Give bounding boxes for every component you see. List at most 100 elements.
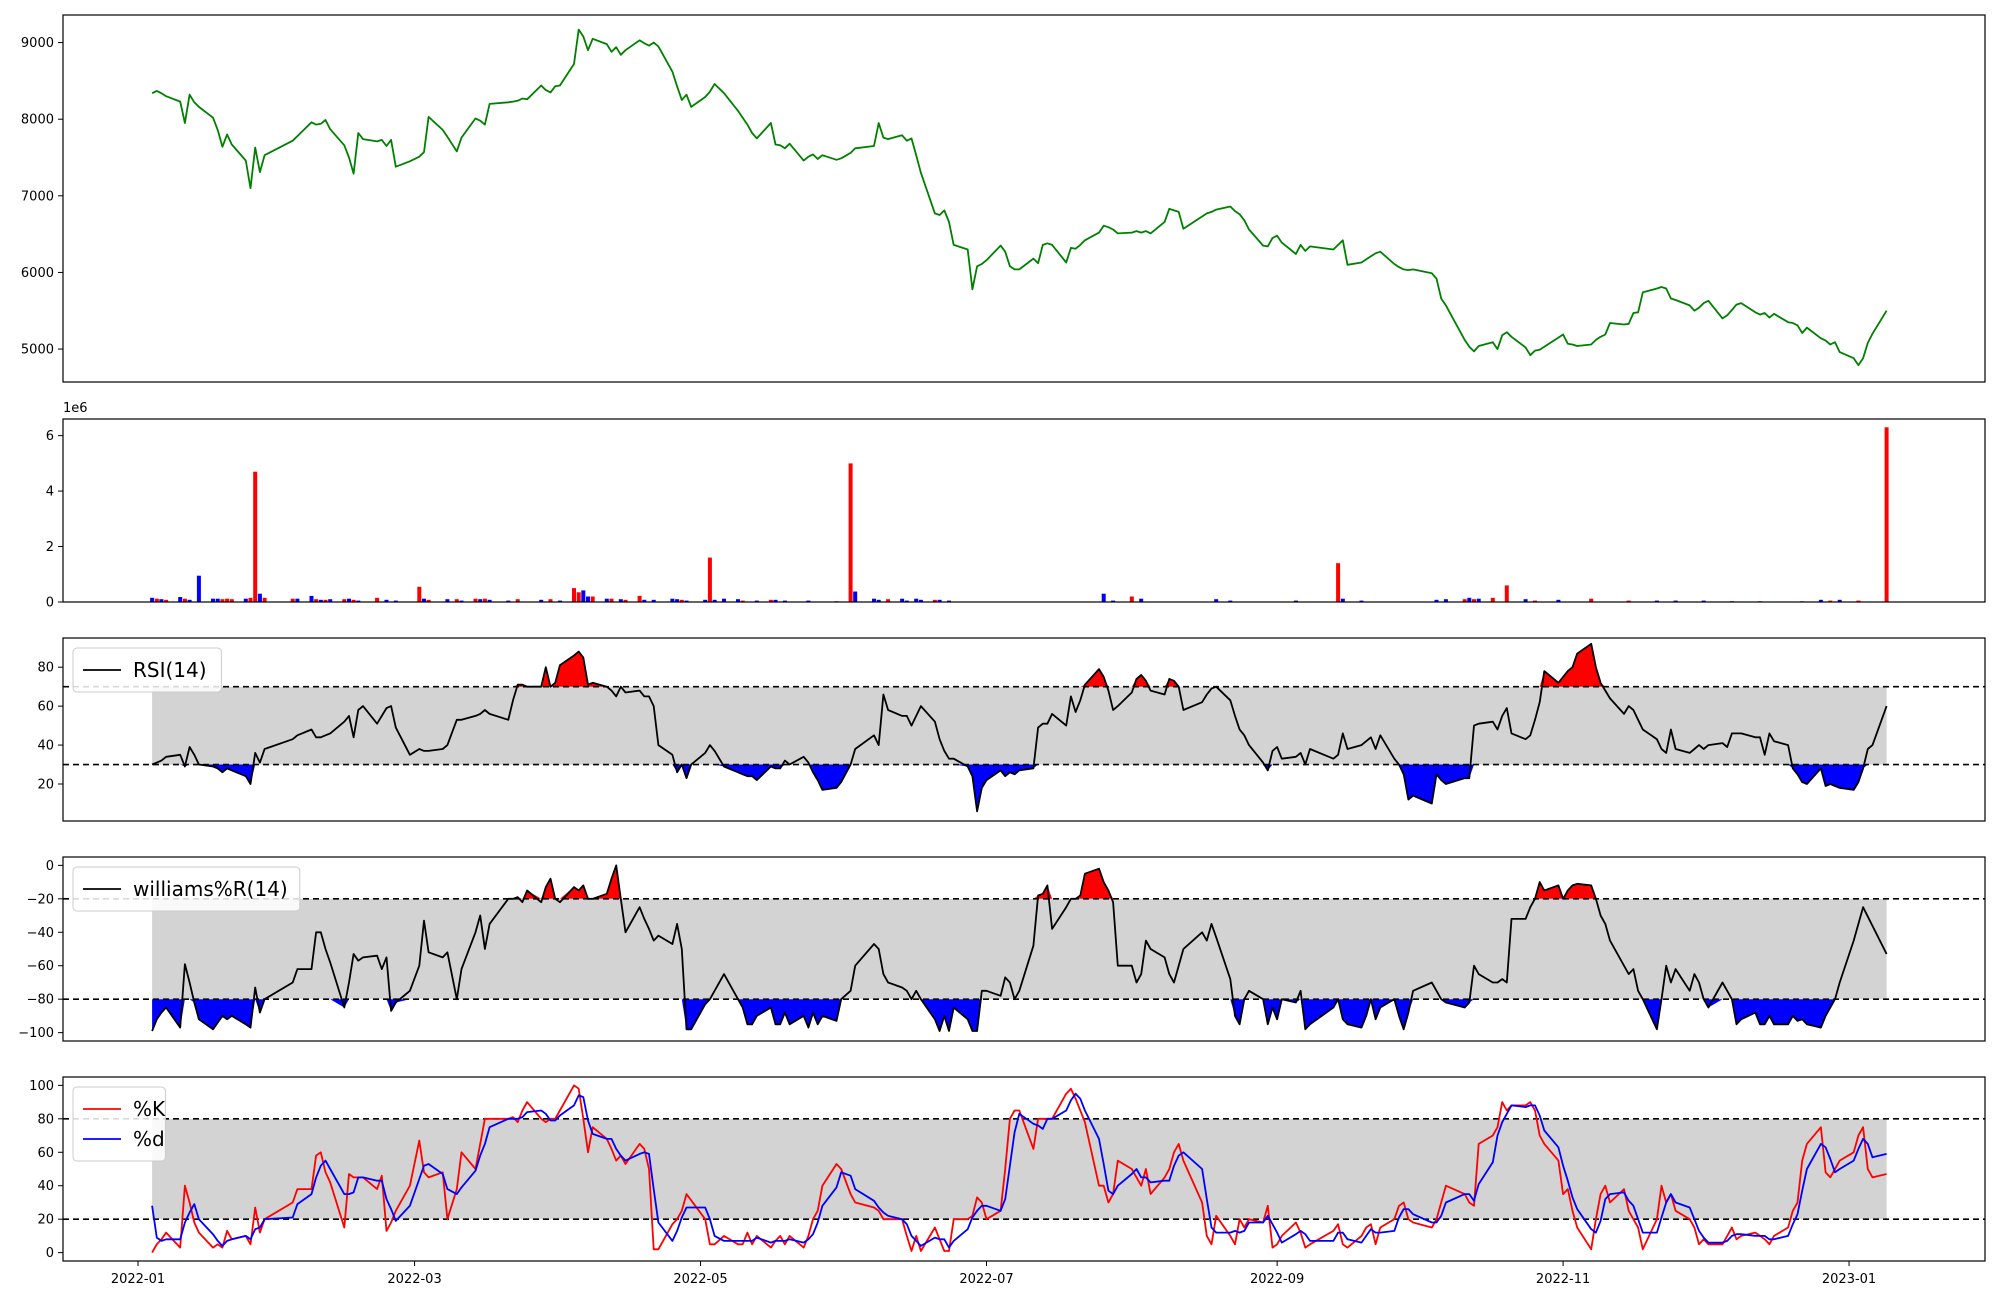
y-tick-label: 8000 — [21, 113, 54, 128]
y-tick-label: 80 — [37, 661, 54, 676]
y-tick-label: 0 — [46, 596, 54, 611]
volume-bar — [422, 598, 426, 602]
volume-bar — [445, 599, 450, 602]
volume-bar — [1359, 600, 1364, 602]
volume-bar — [257, 593, 262, 602]
volume-bar — [590, 596, 595, 602]
y-tick-label: 20 — [37, 1213, 54, 1228]
volume-bar — [1336, 563, 1341, 602]
volume-bar — [1856, 600, 1861, 602]
indicator-line — [151, 642, 1888, 813]
volume-bar — [557, 600, 562, 602]
y-tick-label: 60 — [37, 700, 54, 715]
price-line — [151, 28, 1888, 367]
volume-bar — [576, 592, 581, 602]
volume-bar — [220, 599, 225, 602]
volume-bar — [182, 598, 187, 602]
y-tick-label: 40 — [37, 1179, 54, 1194]
volume-panel — [150, 427, 1889, 602]
volume-bar — [572, 588, 576, 602]
volume-bar — [375, 597, 380, 602]
volume-bar — [1504, 585, 1509, 602]
y-tick-label: −80 — [27, 993, 54, 1008]
y-tick-label: 40 — [37, 739, 54, 754]
y-tick-label: 2 — [46, 540, 54, 555]
panel-4-frame — [62, 1076, 1986, 1262]
volume-bar — [722, 598, 726, 602]
volume-bar — [900, 598, 905, 602]
volume-bar — [215, 598, 220, 602]
volume-bar — [1340, 598, 1345, 602]
volume-bar — [932, 599, 937, 602]
volume-bar — [150, 597, 155, 602]
volume-bar — [947, 600, 951, 602]
volume-offset-label: 1e6 — [63, 401, 88, 416]
y-tick-label: 4 — [46, 485, 54, 500]
volume-bar — [478, 599, 483, 602]
volume-bar — [651, 599, 656, 602]
overbought-fill — [152, 865, 1887, 899]
oversold-fill — [152, 999, 1887, 1031]
legend-2: RSI(14) — [72, 647, 222, 693]
volume-bar — [225, 598, 230, 602]
volume-bar — [848, 463, 853, 602]
panel-1-frame — [62, 418, 1986, 603]
legend-label: RSI(14) — [133, 658, 207, 682]
y-tick-label: 5000 — [21, 343, 54, 358]
volume-bar — [211, 598, 215, 602]
volume-bar — [243, 598, 248, 602]
volume-bar — [782, 600, 787, 602]
volume-bar — [937, 599, 942, 602]
legend-label: %d — [133, 1127, 165, 1151]
volume-bar — [290, 598, 295, 602]
volume-bar — [487, 599, 492, 602]
volume-bar — [1214, 599, 1219, 602]
volume-bar — [618, 599, 623, 602]
volume-bar — [178, 597, 183, 602]
volume-bar — [637, 595, 642, 602]
volume-bar — [1523, 599, 1528, 602]
legend-label: williams%R(14) — [133, 877, 288, 901]
volume-bar — [712, 599, 717, 602]
volume-bar — [1101, 593, 1106, 602]
volume-bar — [642, 599, 647, 602]
volume-bar — [754, 600, 759, 602]
volume-bar — [1589, 598, 1594, 602]
volume-bar — [1654, 600, 1659, 602]
x-tick-label: 2022-09 — [1250, 1272, 1304, 1287]
volume-bar — [853, 591, 858, 602]
volume-bar — [356, 600, 361, 602]
series-line-pct-d — [151, 1092, 1887, 1249]
volume-bar — [417, 586, 422, 602]
volume-bar — [548, 599, 553, 602]
volume-bar — [586, 596, 590, 602]
volume-bar — [1228, 600, 1233, 602]
volume-bar — [679, 599, 684, 602]
volume-bar — [328, 599, 333, 602]
x-tick-label: 2022-11 — [1536, 1272, 1590, 1287]
legend-3: williams%R(14) — [72, 866, 301, 912]
volume-bar — [914, 598, 919, 602]
volume-bar — [295, 598, 300, 602]
volume-bar — [384, 599, 389, 602]
x-tick-label: 2023-01 — [1822, 1272, 1876, 1287]
volume-bar — [253, 471, 258, 602]
y-tick-label: 80 — [37, 1112, 54, 1127]
volume-bar — [393, 600, 398, 602]
x-tick-label: 2022-05 — [673, 1272, 727, 1287]
y-tick-label: −60 — [27, 959, 54, 974]
volume-bar — [904, 600, 909, 602]
volume-bar — [506, 600, 511, 602]
volume-bar — [1837, 599, 1842, 602]
oscillator-panel-4 — [63, 1084, 1985, 1254]
y-tick-label: −100 — [18, 1026, 54, 1041]
volume-bar — [1626, 600, 1631, 602]
x-tick-label: 2022-01 — [111, 1272, 165, 1287]
volume-bar — [1476, 598, 1481, 602]
volume-bar — [154, 598, 159, 602]
volume-bar — [604, 598, 609, 602]
y-tick-label: 100 — [29, 1079, 54, 1094]
oversold-fill — [152, 764, 1887, 812]
y-tick-label: 7000 — [21, 189, 54, 204]
volume-bar — [670, 598, 675, 602]
